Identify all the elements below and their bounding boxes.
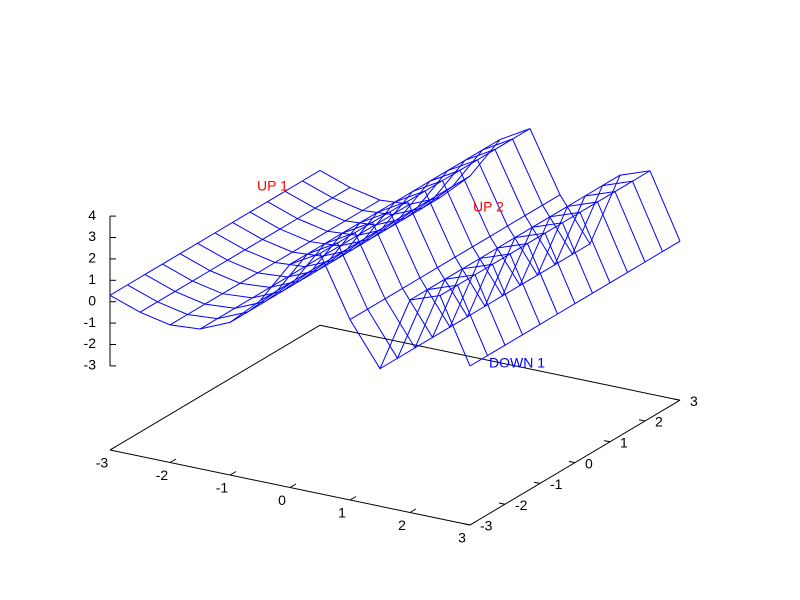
y-tick — [498, 502, 506, 505]
mesh-line — [379, 243, 591, 370]
z-tick-label: 1 — [88, 271, 96, 287]
z-tick-label: -2 — [84, 335, 97, 351]
z-tick-label: 3 — [88, 228, 96, 244]
mesh-line — [229, 197, 441, 323]
mesh-line — [169, 199, 381, 326]
y-tick — [638, 419, 646, 422]
mesh-line — [469, 240, 681, 367]
x-tick-label: 3 — [458, 530, 466, 546]
y-tick — [463, 523, 471, 526]
mesh-line — [349, 194, 561, 321]
z-tick-label: 0 — [88, 292, 96, 308]
x-tick — [409, 508, 417, 513]
y-tick-label: 2 — [655, 414, 663, 430]
y-tick-label: -1 — [550, 476, 563, 492]
z-tick-label: -1 — [84, 314, 97, 330]
z-tick-label: -3 — [84, 357, 97, 373]
mesh-line — [439, 170, 651, 296]
x-tick-label: 0 — [278, 492, 286, 508]
mesh-line — [139, 186, 351, 313]
x-tick — [289, 483, 297, 488]
x-tick — [229, 471, 237, 476]
x-tick-label: -1 — [216, 480, 229, 496]
x-tick-label: 2 — [398, 517, 406, 533]
x-tick — [109, 446, 117, 451]
mesh-line — [409, 174, 621, 301]
y-tick — [673, 398, 681, 401]
x-tick-label: -3 — [96, 455, 109, 471]
annotation: DOWN 1 — [489, 355, 545, 371]
mesh-line — [259, 175, 471, 302]
axis-line — [109, 324, 321, 451]
y-tick-label: -3 — [480, 518, 493, 534]
x-tick-label: -2 — [156, 467, 169, 483]
x-tick — [349, 496, 357, 501]
x-tick — [169, 458, 177, 463]
mesh-line — [109, 170, 321, 296]
annotation: UP 2 — [473, 199, 504, 215]
y-tick — [533, 481, 541, 484]
z-tick-label: 2 — [88, 250, 96, 266]
annotation: UP 1 — [257, 178, 288, 194]
axis-line — [319, 324, 681, 401]
mesh-line — [199, 203, 411, 330]
y-tick — [603, 440, 611, 443]
y-tick — [568, 460, 576, 464]
x-tick — [469, 521, 477, 526]
mesh-line — [289, 139, 501, 265]
y-tick-label: 1 — [620, 435, 628, 451]
z-tick-label: 4 — [88, 207, 96, 223]
x-tick-label: 1 — [338, 505, 346, 521]
mesh-line — [319, 128, 531, 254]
y-tick-label: 3 — [690, 393, 698, 409]
y-tick-label: -2 — [515, 497, 528, 513]
y-tick-label: 0 — [585, 455, 593, 471]
